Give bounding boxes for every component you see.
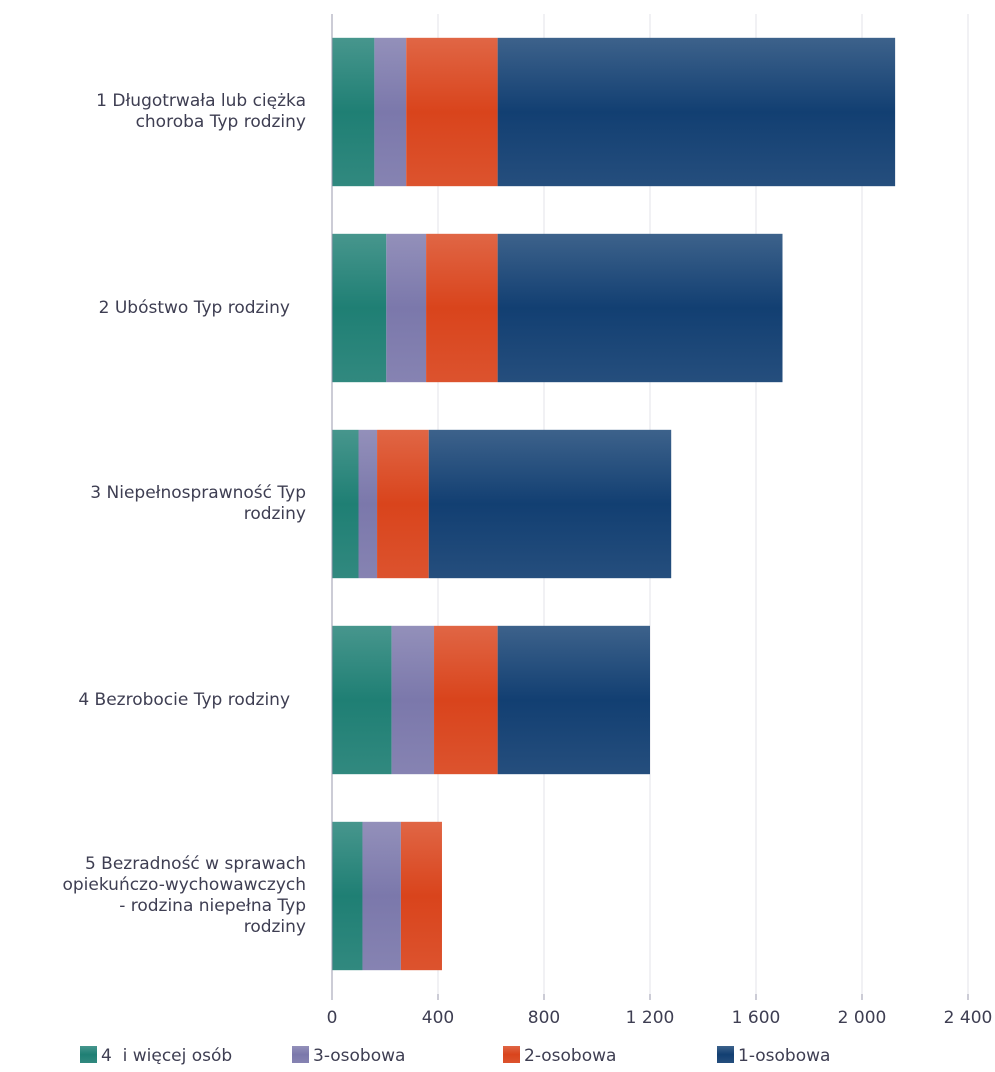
bar-segment	[428, 429, 672, 579]
legend-item: 3-osobowa	[292, 1046, 405, 1066]
bar-segment	[332, 625, 392, 775]
legend-swatch	[80, 1046, 97, 1063]
bar-segment	[497, 233, 783, 383]
category-label-line: 3 Niepełnosprawność Typ	[90, 483, 306, 503]
bar-segment	[400, 821, 442, 971]
bar-segment	[332, 37, 375, 187]
x-tick-label: 2 400	[944, 1008, 993, 1028]
legend-item: 2-osobowa	[503, 1046, 616, 1066]
x-tick-label: 400	[422, 1008, 454, 1028]
legend-swatch	[717, 1046, 734, 1063]
legend-label: 3-osobowa	[313, 1046, 406, 1066]
bar-segment	[374, 37, 407, 187]
bar-segment	[332, 429, 359, 579]
bar-segment	[386, 233, 427, 383]
category-label-line: 2 Ubóstwo Typ rodziny	[98, 297, 290, 318]
bar-segment	[426, 233, 498, 383]
category-label-line: 5 Bezradność w sprawach	[84, 854, 306, 874]
bar-segment	[358, 429, 378, 579]
bar-segment	[362, 821, 401, 971]
category-label: 5 Bezradność w sprawach opiekuńczo-wychow…	[6, 854, 306, 938]
x-tick-label: 0	[327, 1008, 338, 1028]
x-tick-label: 2 000	[838, 1008, 887, 1028]
category-label: 1 Długotrwała lub ciężka choroba Typ rodz…	[6, 91, 306, 133]
legend-label: 4 i więcej osób	[101, 1046, 233, 1066]
legend-label: 2-osobowa	[524, 1046, 617, 1066]
bar-segment	[332, 233, 387, 383]
legend-swatch	[292, 1046, 309, 1063]
bars	[332, 37, 896, 971]
category-label-line: choroba Typ rodziny	[135, 112, 306, 132]
bar-segment	[332, 821, 363, 971]
bar-segment	[497, 625, 650, 775]
bar-segment	[434, 625, 498, 775]
category-label-line: - rodzina niepełna Typ	[119, 896, 306, 916]
bar-segment	[497, 37, 896, 187]
x-tick-label: 1 200	[626, 1008, 675, 1028]
legend-swatch	[503, 1046, 520, 1063]
legend-item: 1-osobowa	[717, 1046, 830, 1066]
legend-label: 1-osobowa	[738, 1046, 831, 1066]
category-label-line: rodziny	[243, 504, 306, 524]
category-label-line: opiekuńczo-wychowawczych	[62, 875, 306, 895]
category-label: 2 Ubóstwo Typ rodziny	[0, 298, 290, 319]
category-label: 4 Bezrobocie Typ rodziny	[0, 690, 290, 711]
x-tick-label: 1 600	[732, 1008, 781, 1028]
bar-segment	[406, 37, 498, 187]
x-axis: 0 400 800 1 200 1 600 2 000 2 400	[327, 14, 993, 1028]
category-label-line: 4 Bezrobocie Typ rodziny	[78, 689, 290, 710]
x-tick-label: 800	[528, 1008, 560, 1028]
category-label: 3 Niepełnosprawność Typ rodziny	[6, 483, 306, 525]
legend-item: 4 i więcej osób	[80, 1046, 232, 1066]
bar-segment	[391, 625, 435, 775]
category-label-line: rodziny	[243, 917, 306, 937]
category-label-line: 1 Długotrwała lub ciężka	[96, 91, 306, 111]
bar-segment	[377, 429, 429, 579]
